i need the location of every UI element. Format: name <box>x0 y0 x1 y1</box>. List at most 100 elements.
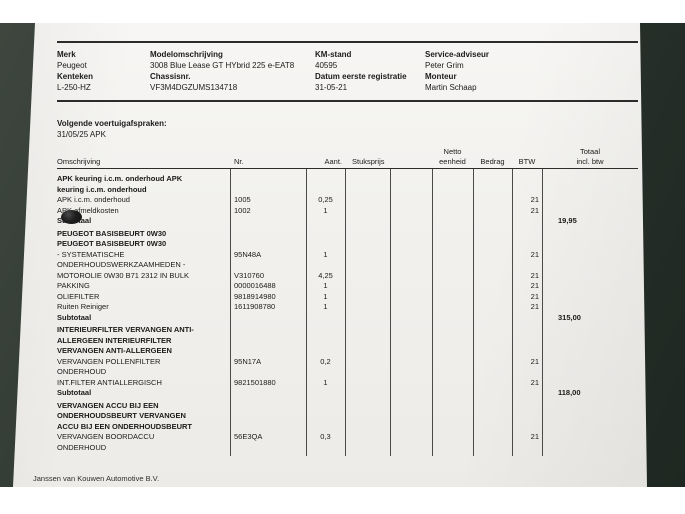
subtotal-row: Subtotaal 118,00 <box>57 388 638 399</box>
table-row: APK i.c.m. onderhoud 1005 0,25 21 <box>57 195 638 206</box>
column-divider <box>390 169 391 456</box>
appointments-block: Volgende voertuigafspraken: 31/05/25 APK <box>57 118 167 140</box>
cell-btw: 21 <box>530 195 539 204</box>
cell-omschrijving: APK i.c.m. onderhoud <box>57 195 130 204</box>
table-row: Ruiten Reiniger 1611908780 1 21 <box>57 302 638 313</box>
cell-btw: 21 <box>530 291 539 301</box>
cell-omschrijving: VERVANGEN BOORDACCU ONDERHOUD <box>57 432 155 452</box>
header-bottom-rule <box>57 100 638 102</box>
cell-omschrijving: APK afmeldkosten <box>57 205 119 215</box>
table-row: MOTOROLIE 0W30 B71 2312 IN BULK V310760 … <box>57 271 638 282</box>
cell-btw: 21 <box>530 356 539 366</box>
invoice-paper: Merk Peugeot Kenteken L-250-HZ Modelomsc… <box>13 23 647 487</box>
column-divider <box>306 169 307 456</box>
column-divider <box>432 169 433 456</box>
subtotal-label: Subtotaal <box>57 388 92 397</box>
cell-aant: 0,3 <box>320 432 331 441</box>
cell-nr: 1611908780 <box>234 302 276 311</box>
km-label: KM-stand <box>315 50 352 59</box>
cell-omschrijving: INT.FILTER ANTIALLERGISCH <box>57 377 162 387</box>
model-label: Modelomschrijving <box>150 50 223 59</box>
cell-omschrijving: VERVANGEN POLLENFILTER ONDERHOUD <box>57 356 161 377</box>
col-header-btw: BTW <box>518 157 536 166</box>
table-row: PAKKING 0000016488 1 21 <box>57 281 638 292</box>
table-row: VERVANGEN POLLENFILTER ONDERHOUD 95N17A … <box>57 357 638 378</box>
vehicle-col-model: Modelomschrijving 3008 Blue Lease GT HYb… <box>150 49 315 93</box>
cell-aant: 1 <box>323 291 328 301</box>
cell-nr: V310760 <box>234 270 265 280</box>
cell-aant: 0,25 <box>318 195 333 204</box>
chassis-value: VF3M4DGZUMS134718 <box>150 83 238 92</box>
col-header-bedrag: Bedrag <box>480 157 505 166</box>
cell-aant: 1 <box>323 249 328 259</box>
header-top-rule <box>57 41 638 43</box>
cell-nr: 9818914980 <box>234 291 276 301</box>
merk-label: Merk <box>57 50 76 59</box>
cell-btw: 21 <box>530 249 539 259</box>
col-header-aant: Aant. <box>324 157 342 166</box>
cell-aant: 1 <box>323 205 328 215</box>
cell-aant: 1 <box>323 281 328 290</box>
column-divider <box>230 169 231 456</box>
datum-label: Datum eerste registratie <box>315 72 407 81</box>
cell-nr: 1005 <box>234 195 251 204</box>
adviseur-label: Service-adviseur <box>425 50 490 59</box>
adviseur-value: Peter Grim <box>425 61 464 70</box>
vehicle-header: Merk Peugeot Kenteken L-250-HZ Modelomsc… <box>57 49 638 93</box>
cell-btw: 21 <box>530 302 539 311</box>
cell-nr: 9821501880 <box>234 377 276 387</box>
merk-value: Peugeot <box>57 61 87 70</box>
monteur-label: Monteur <box>425 72 457 81</box>
section-title: INTERIEURFILTER VERVANGEN ANTI- ALLERGEE… <box>57 325 194 355</box>
cell-btw: 21 <box>530 205 539 215</box>
column-divider <box>345 169 346 456</box>
photo-background: Merk Peugeot Kenteken L-250-HZ Modelomsc… <box>0 23 685 487</box>
cell-nr: 0000016488 <box>234 281 276 290</box>
chassis-label: Chassisnr. <box>150 72 191 81</box>
kenteken-label: Kenteken <box>57 72 94 81</box>
cell-btw: 21 <box>530 281 539 290</box>
invoice-section-accu: VERVANGEN ACCU BIJ EEN ONDERHOUDSBEURT V… <box>57 401 638 454</box>
section-title: PEUGEOT BASISBEURT 0W30 PEUGEOT BASISBEU… <box>57 228 167 249</box>
km-value: 40595 <box>315 61 338 70</box>
cell-btw: 21 <box>530 432 539 441</box>
cell-omschrijving: Ruiten Reiniger <box>57 302 109 311</box>
cell-nr: 1002 <box>234 205 251 215</box>
table-row: OLIEFILTER 9818914980 1 21 <box>57 292 638 303</box>
subtotal-label: Subtotaal <box>57 216 230 227</box>
invoice-section-basisbeurt: PEUGEOT BASISBEURT 0W30 PEUGEOT BASISBEU… <box>57 229 638 324</box>
table-row: - SYSTEMATISCHE ONDERHOUDSWERKZAAMHEDEN … <box>57 250 638 271</box>
invoice-section-apk: APK keuring i.c.m. onderhoud APK keuring… <box>57 174 638 227</box>
subtotal-row: Subtotaal 315,00 <box>57 313 638 324</box>
invoice-section-interieurfilter: INTERIEURFILTER VERVANGEN ANTI- ALLERGEE… <box>57 325 638 399</box>
cell-nr: 95N17A <box>234 356 262 366</box>
model-value: 3008 Blue Lease GT HYbrid 225 e-EAT8 <box>150 61 295 70</box>
col-header-nr: Nr. <box>234 157 244 166</box>
cell-btw: 21 <box>530 377 539 387</box>
table-row: INT.FILTER ANTIALLERGISCH 9821501880 1 2… <box>57 378 638 389</box>
col-header-netto-eenheid: Netto eenheid <box>439 147 466 166</box>
kenteken-value: L-250-HZ <box>57 83 91 92</box>
vehicle-col-merk: Merk Peugeot Kenteken L-250-HZ <box>57 49 150 93</box>
datum-value: 31-05-21 <box>315 83 348 92</box>
cell-btw: 21 <box>530 270 539 280</box>
cell-aant: 1 <box>323 302 328 311</box>
cell-nr: 95N48A <box>234 249 262 259</box>
cell-omschrijving: MOTOROLIE 0W30 B71 2312 IN BULK <box>57 270 190 280</box>
subtotal-value: 118,00 <box>558 388 581 397</box>
section-title: APK keuring i.c.m. onderhoud APK keuring… <box>57 174 183 194</box>
vehicle-col-km: KM-stand 40595 Datum eerste registratie … <box>315 49 425 93</box>
col-header-omschrijving: Omschrijving <box>57 157 101 166</box>
company-footer: Janssen van Kouwen Automotive B.V. <box>33 474 160 483</box>
section-title: VERVANGEN ACCU BIJ EEN ONDERHOUDSBEURT V… <box>57 400 193 431</box>
monteur-value: Martin Schaap <box>425 83 477 92</box>
appointments-value: 31/05/25 APK <box>57 130 106 139</box>
cell-aant: 1 <box>323 377 328 387</box>
column-divider <box>473 169 474 456</box>
cell-aant: 0,2 <box>320 356 331 366</box>
table-row: APK afmeldkosten 1002 1 21 <box>57 206 638 217</box>
cell-nr: 56E3QA <box>234 432 263 441</box>
vehicle-col-personen: Service-adviseur Peter Grim Monteur Mart… <box>425 49 638 93</box>
subtotal-value: 315,00 <box>558 312 581 322</box>
